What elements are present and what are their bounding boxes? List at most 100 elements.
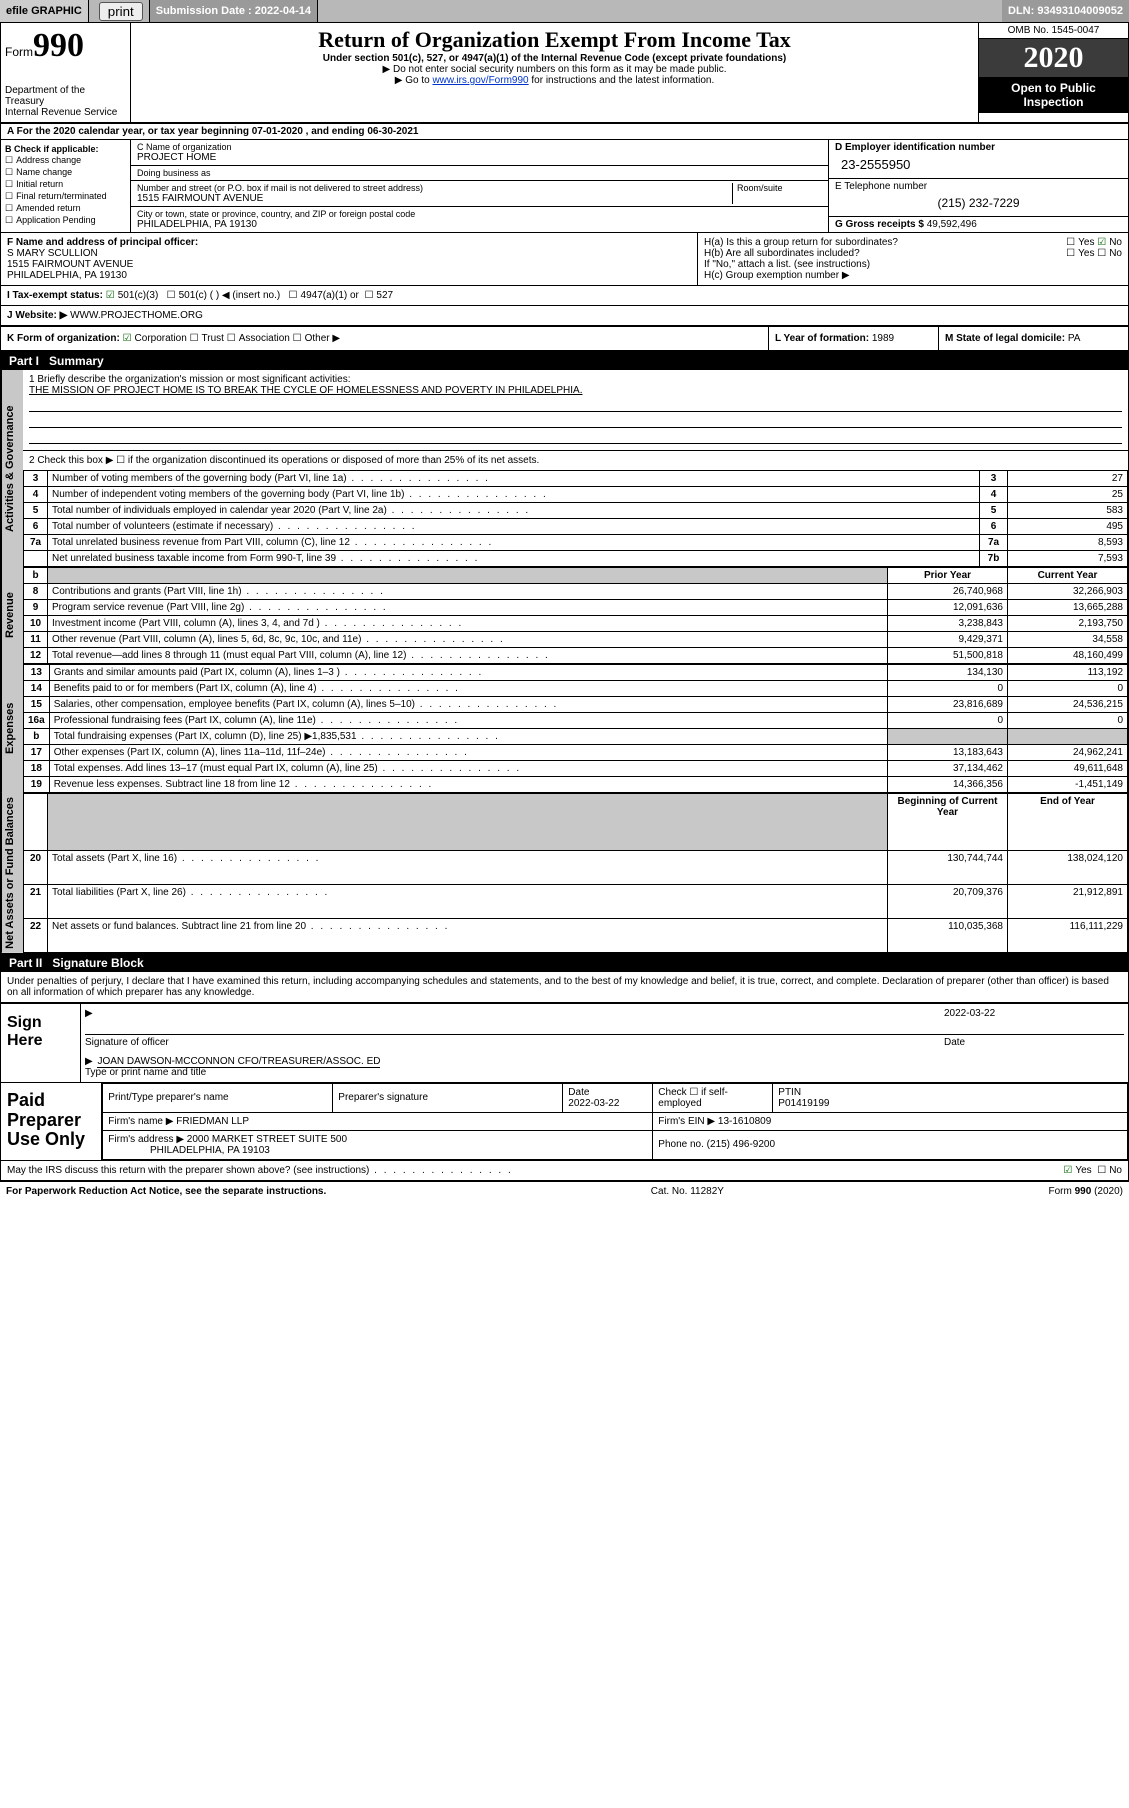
- footer-mid: Cat. No. 11282Y: [651, 1186, 724, 1197]
- col-c: C Name of organization PROJECT HOME Doin…: [131, 140, 828, 232]
- row-prior: 37,134,462: [888, 761, 1008, 777]
- city-row: City or town, state or province, country…: [131, 207, 828, 232]
- sub-label: Submission Date :: [156, 5, 252, 17]
- print-button[interactable]: print: [99, 2, 143, 21]
- side-net: Net Assets or Fund Balances: [1, 793, 23, 953]
- ptin-label: PTIN: [778, 1087, 801, 1098]
- c-name-label: C Name of organization: [137, 142, 822, 152]
- phone-label: E Telephone number: [835, 181, 1122, 192]
- preparer-table: Print/Type preparer's name Preparer's si…: [102, 1083, 1128, 1160]
- row-prior: 110,035,368: [888, 918, 1008, 952]
- i-501c3[interactable]: 501(c)(3): [106, 290, 159, 301]
- row-idx: [24, 551, 48, 567]
- table-row: 19 Revenue less expenses. Subtract line …: [24, 777, 1128, 793]
- i-4947[interactable]: 4947(a)(1) or: [289, 290, 359, 301]
- k-assoc[interactable]: Association: [227, 333, 290, 344]
- form-no: 990: [33, 27, 84, 64]
- p-name-label: Print/Type preparer's name: [103, 1083, 333, 1112]
- ha-no[interactable]: No: [1097, 237, 1122, 248]
- block-bcde: B Check if applicable: Address change Na…: [1, 140, 1128, 233]
- side-expenses: Expenses: [1, 664, 23, 793]
- table-row: 17 Other expenses (Part IX, column (A), …: [24, 745, 1128, 761]
- table-row: 6 Total number of volunteers (estimate i…: [24, 519, 1128, 535]
- line-k: K Form of organization: Corporation Trus…: [1, 327, 768, 350]
- row-idx: 11: [24, 632, 48, 648]
- part1-title: Summary: [49, 354, 104, 368]
- ha-yes[interactable]: Yes: [1066, 237, 1094, 248]
- row-current: 0: [1008, 681, 1128, 697]
- row-text: Other expenses (Part IX, column (A), lin…: [49, 745, 887, 761]
- firm-addr-label: Firm's address ▶: [108, 1134, 184, 1145]
- gov-section: Activities & Governance 1 Briefly descri…: [1, 370, 1128, 567]
- firm-name: FRIEDMAN LLP: [176, 1116, 249, 1127]
- row-prior: [888, 729, 1008, 745]
- row-text: Total number of individuals employed in …: [48, 503, 980, 519]
- ein-label: D Employer identification number: [835, 142, 995, 153]
- chk-initial-return[interactable]: Initial return: [5, 179, 126, 190]
- paid-label: Paid Preparer Use Only: [1, 1083, 102, 1160]
- line-i: I Tax-exempt status: 501(c)(3) 501(c) ( …: [1, 286, 1128, 306]
- row-current: 21,912,891: [1008, 885, 1128, 919]
- chk-name-change[interactable]: Name change: [5, 167, 126, 178]
- row-prior: 12,091,636: [888, 600, 1008, 616]
- subtitle-1: Under section 501(c), 527, or 4947(a)(1)…: [139, 53, 970, 64]
- row-idx: 18: [24, 761, 50, 777]
- p-check[interactable]: Check ☐ if self-employed: [653, 1083, 773, 1112]
- row-idx: 3: [24, 471, 48, 487]
- footer-left: For Paperwork Reduction Act Notice, see …: [6, 1186, 326, 1197]
- line-l: L Year of formation: 1989: [768, 327, 938, 350]
- k-corp[interactable]: Corporation: [123, 333, 187, 344]
- hb-yes[interactable]: Yes: [1066, 248, 1094, 259]
- row-idx: 4: [24, 487, 48, 503]
- firm-phone-label: Phone no.: [658, 1139, 704, 1150]
- may-no[interactable]: No: [1097, 1165, 1122, 1176]
- row-prior: 14,366,356: [888, 777, 1008, 793]
- row-prior: 0: [888, 681, 1008, 697]
- row-prior: 134,130: [888, 665, 1008, 681]
- row-val: 27: [1008, 471, 1128, 487]
- table-row: 15 Salaries, other compensation, employe…: [24, 697, 1128, 713]
- row-prior: 0: [888, 713, 1008, 729]
- date-line: [944, 1021, 1124, 1035]
- k-other[interactable]: Other ▶: [293, 333, 340, 344]
- line-m: M State of legal domicile: PA: [938, 327, 1128, 350]
- hb-no[interactable]: No: [1097, 248, 1122, 259]
- chk-address-change[interactable]: Address change: [5, 155, 126, 166]
- i-527[interactable]: 527: [364, 290, 393, 301]
- sign-right: Signature of officer 2022-03-22 Date JOA…: [81, 1004, 1128, 1082]
- table-row: b Total fundraising expenses (Part IX, c…: [24, 729, 1128, 745]
- row-text: Contributions and grants (Part VIII, lin…: [48, 584, 888, 600]
- exp-table: 13 Grants and similar amounts paid (Part…: [23, 664, 1128, 793]
- may-yes[interactable]: Yes: [1063, 1165, 1091, 1176]
- table-row: 9 Program service revenue (Part VIII, li…: [24, 600, 1128, 616]
- may-discuss-row: May the IRS discuss this return with the…: [1, 1160, 1128, 1180]
- m-val: PA: [1068, 333, 1081, 344]
- penalties-text: Under penalties of perjury, I declare th…: [1, 972, 1128, 1002]
- row-ln: 7a: [980, 535, 1008, 551]
- row-prior: 3,238,843: [888, 616, 1008, 632]
- net-section: Net Assets or Fund Balances Beginning of…: [1, 793, 1128, 954]
- dln-value: 93493104009052: [1037, 5, 1123, 17]
- chk-app-pending[interactable]: Application Pending: [5, 215, 126, 226]
- dba-row: Doing business as: [131, 166, 828, 181]
- dln-label: DLN:: [1008, 5, 1034, 17]
- form-prefix: Form: [5, 45, 33, 59]
- row-idx: 17: [24, 745, 50, 761]
- chk-final-return[interactable]: Final return/terminated: [5, 191, 126, 202]
- ein-value: 23-2555950: [835, 153, 1122, 176]
- row-idx: 22: [24, 918, 48, 952]
- k-trust[interactable]: Trust: [190, 333, 224, 344]
- row-ln: 3: [980, 471, 1008, 487]
- line-klm: K Form of organization: Corporation Trus…: [1, 327, 1128, 352]
- table-row: 20 Total assets (Part X, line 16) 130,74…: [24, 851, 1128, 885]
- row-val: 25: [1008, 487, 1128, 503]
- table-row: 21 Total liabilities (Part X, line 26) 2…: [24, 885, 1128, 919]
- row-text: Other revenue (Part VIII, column (A), li…: [48, 632, 888, 648]
- chk-amended-return[interactable]: Amended return: [5, 203, 126, 214]
- sig-line[interactable]: [85, 1021, 944, 1035]
- i-501c[interactable]: 501(c) ( ) ◀ (insert no.): [167, 290, 281, 301]
- irs-link[interactable]: www.irs.gov/Form990: [432, 75, 528, 86]
- block-fh: F Name and address of principal officer:…: [1, 233, 1128, 286]
- row-val: 8,593: [1008, 535, 1128, 551]
- efile-label: efile GRAPHIC: [0, 0, 89, 22]
